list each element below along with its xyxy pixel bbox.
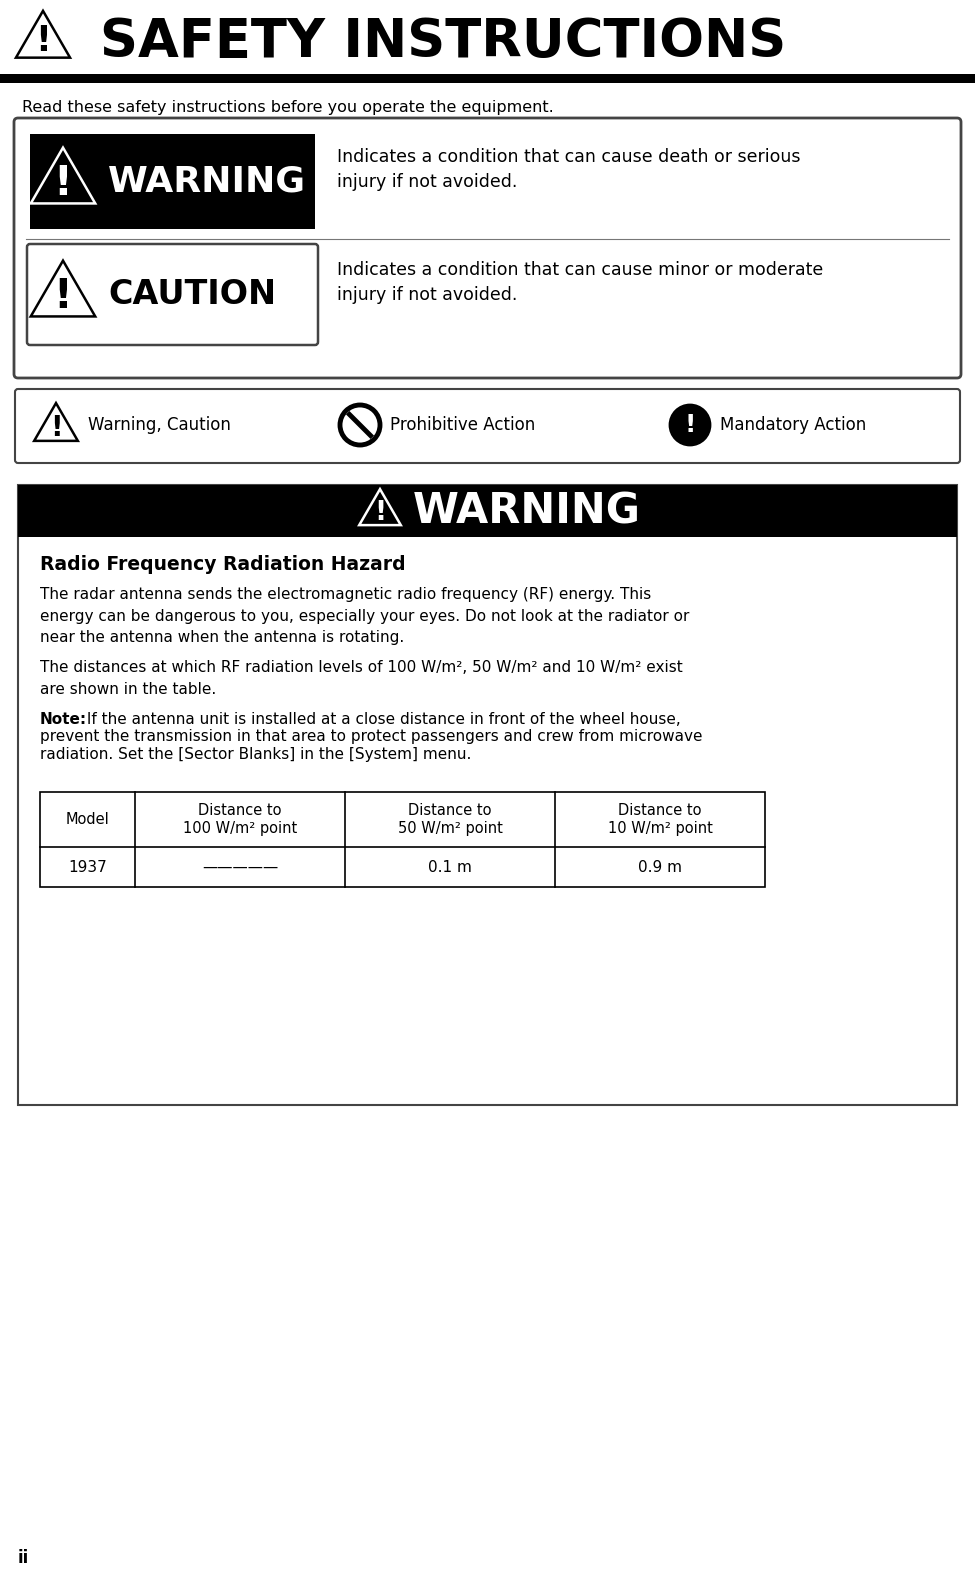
Text: SAFETY INSTRUCTIONS: SAFETY INSTRUCTIONS	[100, 16, 786, 68]
Text: WARNING: WARNING	[108, 164, 306, 199]
Circle shape	[340, 404, 380, 445]
FancyBboxPatch shape	[15, 388, 960, 463]
Text: radiation. Set the [Sector Blanks] in the [System] menu.: radiation. Set the [Sector Blanks] in th…	[40, 747, 471, 763]
Text: ii: ii	[18, 1549, 29, 1566]
Text: —————: —————	[202, 859, 278, 875]
Text: Model: Model	[65, 812, 109, 827]
Polygon shape	[34, 403, 78, 441]
FancyBboxPatch shape	[27, 245, 318, 344]
Text: CAUTION: CAUTION	[108, 278, 276, 311]
Text: If the antenna unit is installed at a close distance in front of the wheel house: If the antenna unit is installed at a cl…	[82, 712, 681, 726]
Text: Indicates a condition that can cause minor or moderate
injury if not avoided.: Indicates a condition that can cause min…	[337, 261, 823, 305]
Text: Distance to
10 W/m² point: Distance to 10 W/m² point	[607, 802, 713, 837]
Text: 0.1 m: 0.1 m	[428, 859, 472, 875]
Bar	[40, 793, 765, 887]
Polygon shape	[31, 261, 96, 316]
Text: Radio Frequency Radiation Hazard: Radio Frequency Radiation Hazard	[40, 554, 406, 575]
Bar	[0, 74, 975, 84]
Text: 1937: 1937	[68, 859, 107, 875]
Text: !: !	[54, 164, 72, 204]
Polygon shape	[359, 489, 401, 526]
Text: Warning, Caution: Warning, Caution	[88, 415, 231, 434]
Text: !: !	[374, 499, 386, 526]
FancyBboxPatch shape	[14, 118, 961, 377]
Text: 0.9 m: 0.9 m	[638, 859, 682, 875]
Bar	[30, 134, 315, 229]
Text: The distances at which RF radiation levels of 100 W/m², 50 W/m² and 10 W/m² exis: The distances at which RF radiation leve…	[40, 660, 682, 696]
Circle shape	[670, 404, 710, 445]
Bar	[18, 485, 957, 1105]
Text: Read these safety instructions before you operate the equipment.: Read these safety instructions before yo…	[22, 99, 554, 115]
Text: prevent the transmission in that area to protect passengers and crew from microw: prevent the transmission in that area to…	[40, 729, 703, 745]
Polygon shape	[16, 11, 70, 58]
Text: Note:: Note:	[40, 712, 87, 726]
Text: The radar antenna sends the electromagnetic radio frequency (RF) energy. This
en: The radar antenna sends the electromagne…	[40, 587, 689, 646]
Text: Distance to
50 W/m² point: Distance to 50 W/m² point	[398, 802, 502, 837]
Text: !: !	[54, 276, 72, 317]
Text: !: !	[50, 414, 62, 442]
Text: Prohibitive Action: Prohibitive Action	[390, 415, 535, 434]
Bar	[18, 485, 957, 537]
Polygon shape	[31, 147, 96, 204]
Text: !: !	[35, 24, 51, 58]
Text: Distance to
100 W/m² point: Distance to 100 W/m² point	[183, 802, 297, 837]
Text: Mandatory Action: Mandatory Action	[720, 415, 866, 434]
Text: !: !	[684, 414, 696, 437]
Text: WARNING: WARNING	[412, 489, 641, 532]
Text: Indicates a condition that can cause death or serious
injury if not avoided.: Indicates a condition that can cause dea…	[337, 148, 800, 191]
